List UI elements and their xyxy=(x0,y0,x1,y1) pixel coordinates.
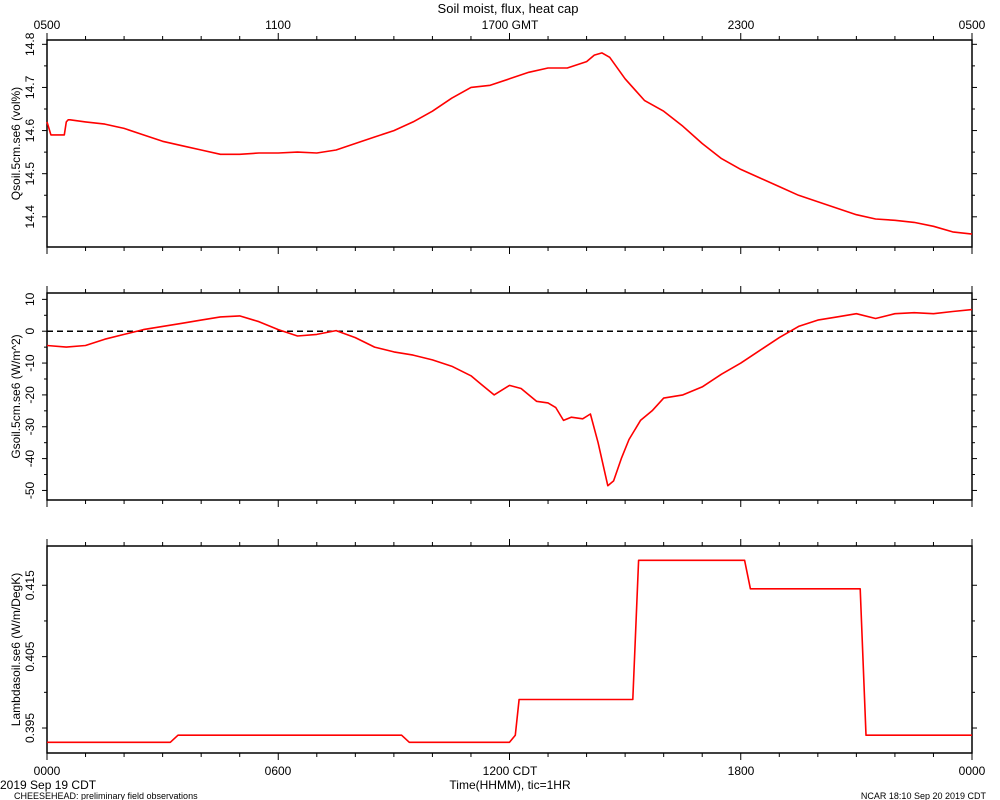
y-tick-label: 14.5 xyxy=(23,162,37,186)
y-axis: -50 -40 -30 -20 -10 0 10 xyxy=(23,292,977,499)
plot-frame xyxy=(46,39,973,248)
y-tick-label: -10 xyxy=(23,354,37,372)
footer-credit: NCAR 18:10 Sep 20 2019 CDT xyxy=(861,791,987,800)
x-ticks xyxy=(46,33,973,254)
x-ticks xyxy=(46,286,973,507)
y-tick-label: 14.6 xyxy=(23,119,37,143)
y-tick-label: 10 xyxy=(23,292,37,306)
y-axis-title: Gsoil.5cm.se6 (W/m^2) xyxy=(9,334,23,458)
bottom-axis-label: 0000 xyxy=(959,764,986,778)
top-axis-label: 0500 xyxy=(959,18,986,32)
y-tick-label: 14.8 xyxy=(23,32,37,56)
y-axis: 0.395 0.405 0.415 xyxy=(23,570,977,743)
y-tick-label: -40 xyxy=(23,450,37,468)
y-tick-label: 0.405 xyxy=(23,641,37,671)
panel-soil-moisture: 14.4 14.5 14.6 14.7 14.8 Qsoil.5cm.se6 (vol%… xyxy=(9,32,977,254)
top-axis-label: 0500 xyxy=(34,18,61,32)
top-axis-label: 1100 xyxy=(265,18,291,32)
top-axis-label: 1700 GMT xyxy=(482,18,539,32)
bottom-axis-label: 1200 CDT xyxy=(483,764,538,778)
y-tick-label: 0.415 xyxy=(23,570,37,600)
bottom-axis-label: 0000 xyxy=(34,764,61,778)
y-tick-label: -50 xyxy=(23,481,37,499)
bottom-axis-label: 0600 xyxy=(265,764,292,778)
y-tick-label: 14.7 xyxy=(23,75,37,99)
series-line-lambdasoil xyxy=(47,559,972,744)
y-tick-label: 0.395 xyxy=(23,713,37,743)
x-axis-title: Time(HHMM), tic=1HR xyxy=(449,778,571,792)
y-tick-label: 14.4 xyxy=(23,205,37,229)
footer-project: CHEESEHEAD: preliminary field observatio… xyxy=(14,791,198,800)
plot-frame xyxy=(46,545,973,754)
y-axis: 14.4 14.5 14.6 14.7 14.8 xyxy=(23,32,977,228)
panel-soil-heat-flux: -50 -40 -30 -20 -10 0 10 Gsoil.5cm.se6 (W/m^2) xyxy=(9,286,977,507)
y-axis-title: Lambdasoil.se6 (W/m/DegK) xyxy=(9,573,23,726)
series-line-qsoil xyxy=(46,52,973,235)
y-tick-label: -20 xyxy=(23,386,37,404)
figure-title: Soil moist, flux, heat cap xyxy=(438,1,579,16)
y-tick-label: -30 xyxy=(23,418,37,436)
panel-thermal-conductivity: 0.395 0.405 0.415 Lambdasoil.se6 (W/m/DegK… xyxy=(9,539,977,760)
top-axis-label: 2300 xyxy=(728,18,755,32)
y-tick-label: 0 xyxy=(23,328,37,335)
x-ticks xyxy=(46,539,973,760)
footer-date: 2019 Sep 19 CDT xyxy=(0,778,97,792)
bottom-axis-label: 1800 xyxy=(728,764,755,778)
plot-frame xyxy=(46,292,973,501)
series-line-gsoil xyxy=(46,308,973,487)
y-axis-title: Qsoil.5cm.se6 (vol%) xyxy=(9,87,23,200)
